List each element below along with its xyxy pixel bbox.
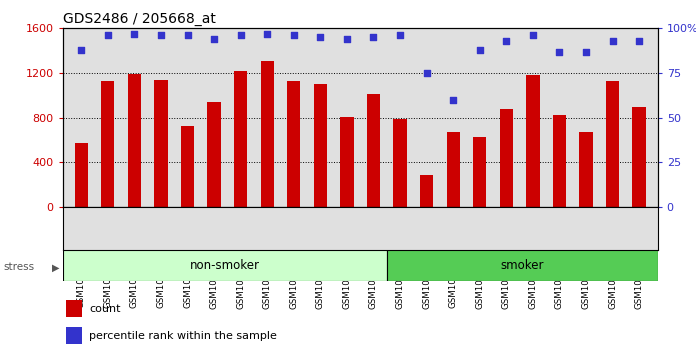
Point <box>421 70 432 76</box>
Text: stress: stress <box>3 262 35 272</box>
Point <box>500 38 512 44</box>
Bar <box>287 81 301 207</box>
Bar <box>500 109 513 207</box>
Point <box>315 34 326 40</box>
Bar <box>260 61 274 207</box>
Bar <box>65 327 82 344</box>
Bar <box>633 107 646 207</box>
Bar <box>447 132 460 207</box>
Bar <box>207 102 221 207</box>
Bar <box>579 132 592 207</box>
Point <box>395 33 406 38</box>
Bar <box>553 115 566 207</box>
Bar <box>367 94 380 207</box>
Point <box>580 49 592 55</box>
Bar <box>387 250 658 281</box>
Point <box>341 36 352 42</box>
Bar <box>101 81 114 207</box>
Point <box>474 47 485 53</box>
Bar <box>74 143 88 207</box>
Point <box>209 36 220 42</box>
Bar <box>65 300 82 317</box>
Point <box>76 47 87 53</box>
Text: smoker: smoker <box>500 259 544 272</box>
Point <box>235 33 246 38</box>
Bar <box>393 119 406 207</box>
Bar <box>63 250 387 281</box>
Bar <box>234 71 247 207</box>
Text: ▶: ▶ <box>52 262 60 272</box>
Text: percentile rank within the sample: percentile rank within the sample <box>89 331 277 341</box>
Text: non-smoker: non-smoker <box>190 259 260 272</box>
Text: count: count <box>89 304 121 314</box>
Bar <box>420 175 433 207</box>
Point <box>262 31 273 36</box>
Point <box>368 34 379 40</box>
Bar <box>314 84 327 207</box>
Bar <box>526 75 539 207</box>
Point <box>528 33 539 38</box>
Bar <box>606 81 619 207</box>
Bar <box>473 137 487 207</box>
Point <box>288 33 299 38</box>
Point <box>607 38 618 44</box>
Bar <box>181 126 194 207</box>
Point <box>633 38 644 44</box>
Point <box>129 31 140 36</box>
Point <box>102 33 113 38</box>
Point <box>182 33 193 38</box>
Point <box>448 97 459 103</box>
Point <box>554 49 565 55</box>
Bar <box>155 80 168 207</box>
Text: GDS2486 / 205668_at: GDS2486 / 205668_at <box>63 12 216 27</box>
Bar <box>128 74 141 207</box>
Bar <box>340 116 354 207</box>
Point <box>155 33 166 38</box>
